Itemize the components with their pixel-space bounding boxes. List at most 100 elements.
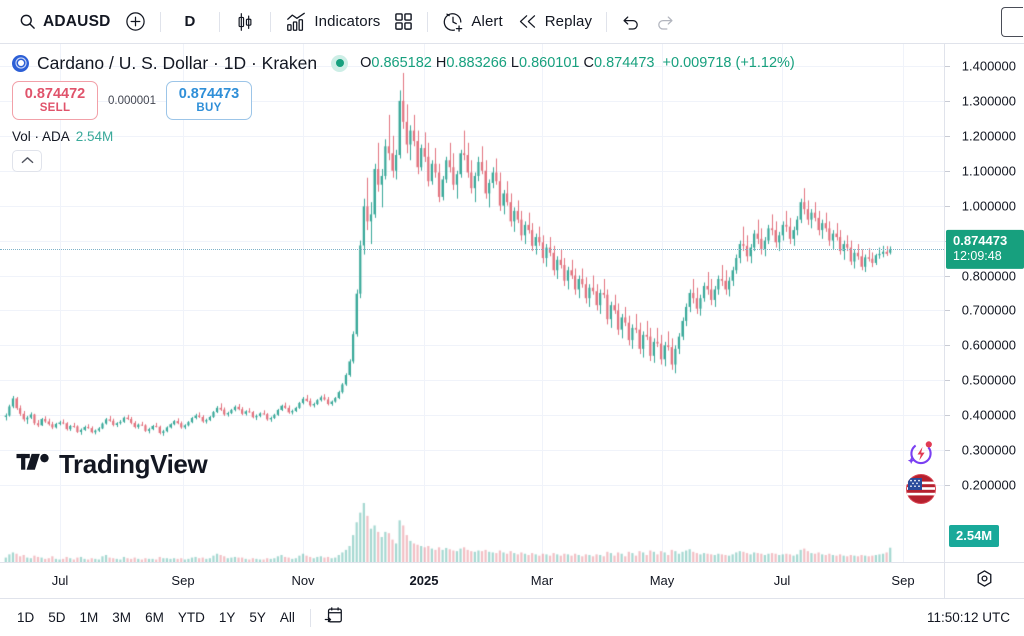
timeframe-label: D — [184, 13, 196, 30]
goto-date-button[interactable] — [319, 602, 349, 633]
range-button-1y[interactable]: 1Y — [218, 610, 236, 625]
toolbar-divider — [270, 11, 272, 32]
ai-spark-icon[interactable] — [906, 438, 936, 468]
replay-rewind-icon — [517, 11, 538, 32]
chart-settings-icon — [975, 569, 994, 593]
chart-settings-button[interactable] — [944, 563, 1024, 598]
price-axis-tick — [945, 100, 950, 102]
chart-area: TradingView Cardano / U. S. Dollar · 1D … — [0, 44, 1024, 562]
chart-type-button[interactable] — [227, 7, 263, 37]
time-axis-labels[interactable]: Jul Sep Nov 2025 Mar May Jul Sep — [0, 563, 944, 598]
buy-button[interactable]: 0.874473 BUY — [165, 81, 252, 121]
range-button-6m[interactable]: 6M — [145, 610, 164, 625]
price-axis-tick — [945, 450, 950, 452]
undo-button[interactable] — [614, 7, 648, 37]
range-button-1d[interactable]: 1D — [17, 610, 35, 625]
price-axis-label: 1.100000 — [961, 163, 1016, 179]
price-axis-label: 0.700000 — [961, 302, 1016, 318]
time-axis: Jul Sep Nov 2025 Mar May Jul Sep — [0, 562, 1024, 598]
price-axis-label: 0.600000 — [961, 337, 1016, 353]
price-axis-tick — [945, 135, 950, 137]
redo-arrow-icon — [655, 12, 675, 32]
chevron-up-icon — [21, 152, 34, 170]
symbol-label: ADAUSD — [43, 12, 111, 30]
time-axis-label: Nov — [291, 573, 315, 588]
indicators-label: Indicators — [314, 13, 381, 30]
price-axis-tick — [945, 380, 950, 382]
toolbar-divider — [606, 11, 608, 32]
us-flag-icon[interactable] — [906, 474, 936, 504]
time-axis-label: 2025 — [409, 573, 439, 588]
right-sidebar-toggle[interactable] — [1001, 6, 1023, 37]
alert-button[interactable]: Alert — [435, 7, 509, 37]
replay-label: Replay — [544, 13, 593, 30]
range-button-5y[interactable]: 5Y — [249, 610, 266, 625]
volume-value-badge[interactable]: 2.54M — [949, 525, 1000, 547]
alert-clock-icon — [442, 11, 464, 33]
current-price-line — [0, 249, 944, 251]
toolbar-divider — [219, 11, 221, 32]
price-axis-tick — [945, 345, 950, 347]
price-axis-label: 1.000000 — [961, 198, 1016, 214]
redo-button[interactable] — [648, 7, 682, 37]
price-axis-label: 0.300000 — [961, 442, 1016, 458]
candlestick-icon — [234, 11, 256, 33]
current-price-badge[interactable]: 0.874473 12:09:48 — [946, 230, 1024, 269]
grid-layout-icon — [394, 12, 413, 31]
symbol-search-button[interactable]: ADAUSD — [12, 7, 118, 37]
indicators-icon — [285, 11, 307, 33]
top-toolbar: ADAUSD D — [0, 0, 1024, 44]
undo-arrow-icon — [621, 12, 641, 32]
time-axis-label: Jul — [773, 573, 791, 588]
bottombar-divider — [309, 608, 311, 627]
current-price-value: 0.874473 — [953, 233, 1008, 249]
price-axis-label: 1.200000 — [961, 128, 1016, 144]
price-axis-tick — [945, 485, 950, 487]
range-button-all[interactable]: All — [279, 610, 295, 625]
range-button-3m[interactable]: 3M — [112, 610, 132, 625]
search-icon — [19, 13, 36, 30]
price-axis-label: 0.500000 — [961, 372, 1016, 388]
sell-label: SELL — [39, 102, 71, 115]
goto-date-icon — [324, 605, 344, 630]
range-button-ytd[interactable]: YTD — [177, 610, 205, 625]
price-axis-tick — [945, 310, 950, 312]
price-axis-tick — [945, 65, 950, 67]
price-axis-tick — [945, 205, 950, 207]
candlestick-canvas[interactable] — [0, 44, 944, 562]
price-axis-tick — [945, 415, 950, 417]
price-axis-label: 0.200000 — [961, 477, 1016, 493]
bottom-bar: 1D 5D 1M 3M 6M YTD 1Y 5Y All 11:50:12 UTC — [0, 598, 1024, 636]
price-axis[interactable]: 0.874473 12:09:48 2.54M 1.400000 1.300000… — [944, 44, 1024, 562]
price-axis-label: 1.400000 — [961, 58, 1016, 74]
layout-button[interactable] — [387, 7, 420, 37]
timeframe-button[interactable]: D — [168, 7, 213, 37]
range-button-1m[interactable]: 1M — [79, 610, 99, 625]
plus-circle-icon — [125, 11, 146, 32]
trade-buttons-row: 0.874472 SELL 0.000001 0.874473 BUY — [12, 81, 795, 121]
replay-button[interactable]: Replay — [510, 7, 599, 37]
indicators-button[interactable]: Indicators — [278, 7, 387, 37]
current-price-countdown: 12:09:48 — [953, 248, 1002, 263]
spread-value: 0.000001 — [108, 94, 156, 107]
time-axis-label: Sep — [171, 573, 195, 588]
time-axis-label: May — [649, 573, 675, 588]
add-symbol-button[interactable] — [118, 7, 153, 37]
time-axis-label: Sep — [891, 573, 915, 588]
price-axis-label: 0.800000 — [961, 268, 1016, 283]
clock-label[interactable]: 11:50:12 UTC — [926, 610, 1010, 625]
toolbar-divider — [159, 11, 161, 32]
toolbar-divider — [427, 11, 429, 32]
range-button-5d[interactable]: 5D — [48, 610, 66, 625]
price-axis-label: 0.400000 — [961, 407, 1016, 423]
sell-price: 0.874472 — [24, 86, 86, 102]
sell-button[interactable]: 0.874472 SELL — [12, 81, 98, 121]
price-axis-tick — [945, 170, 950, 172]
buy-price: 0.874473 — [178, 86, 240, 102]
price-axis-tick — [945, 275, 950, 277]
collapse-pane-button[interactable] — [12, 150, 42, 173]
toolbar-right-group — [1001, 6, 1023, 37]
time-axis-label: Jul — [51, 573, 69, 588]
main-chart-pane[interactable]: TradingView Cardano / U. S. Dollar · 1D … — [0, 44, 944, 562]
